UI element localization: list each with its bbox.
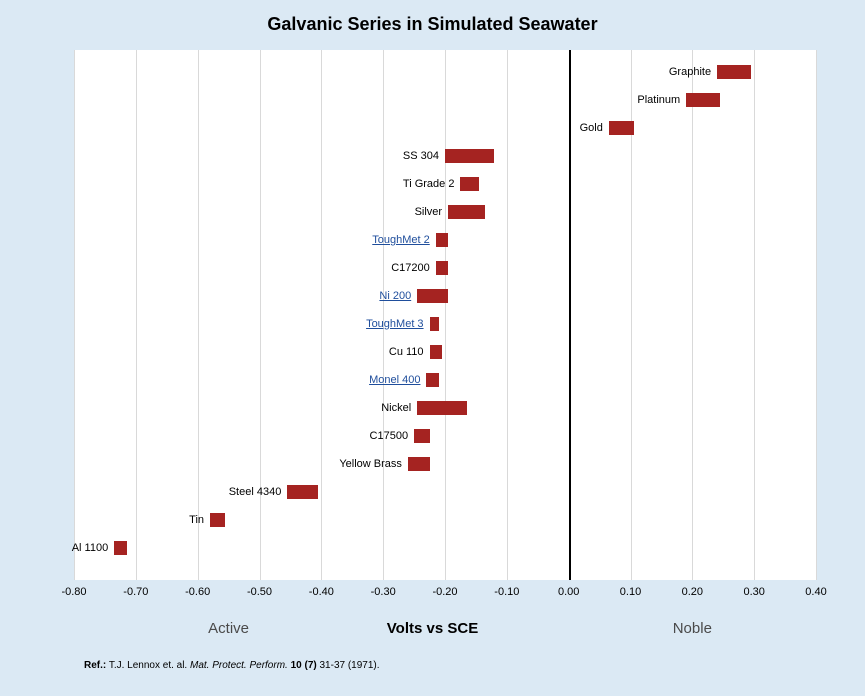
region-label-active: Active bbox=[208, 620, 249, 637]
data-bar bbox=[114, 541, 126, 555]
data-bar bbox=[609, 121, 634, 135]
data-bar bbox=[408, 457, 430, 471]
data-bar bbox=[414, 429, 429, 443]
x-tick-label: -0.40 bbox=[309, 586, 334, 598]
reference-volume: 10 (7) bbox=[291, 660, 317, 671]
gridline bbox=[692, 50, 693, 580]
data-bar-label: Yellow Brass bbox=[339, 458, 402, 470]
data-bar-label: Silver bbox=[415, 206, 443, 218]
x-tick-label: -0.10 bbox=[494, 586, 519, 598]
x-tick-label: -0.50 bbox=[247, 586, 272, 598]
gridline bbox=[136, 50, 137, 580]
reference-prefix: Ref.: bbox=[84, 660, 106, 671]
data-bar bbox=[460, 177, 479, 191]
x-axis-title: Volts vs SCE bbox=[0, 620, 865, 637]
x-tick-label: 0.10 bbox=[620, 586, 641, 598]
data-bar bbox=[430, 317, 439, 331]
data-bar bbox=[287, 485, 318, 499]
data-bar bbox=[430, 345, 442, 359]
data-bar bbox=[436, 261, 448, 275]
x-tick-label: -0.20 bbox=[432, 586, 457, 598]
gridline bbox=[74, 50, 75, 580]
data-bar bbox=[445, 149, 494, 163]
gridline bbox=[445, 50, 446, 580]
gridline bbox=[816, 50, 817, 580]
zero-axis-line bbox=[569, 50, 571, 580]
data-bar-label: Gold bbox=[580, 122, 603, 134]
x-tick-label: 0.30 bbox=[743, 586, 764, 598]
data-bar-label: C17200 bbox=[391, 262, 430, 274]
data-bar-label: ToughMet 3 bbox=[366, 318, 423, 330]
data-bar-label: Nickel bbox=[381, 402, 411, 414]
reference-body: T.J. Lennox et. al. bbox=[106, 660, 190, 671]
chart-title: Galvanic Series in Simulated Seawater bbox=[0, 14, 865, 35]
reference-citation: Ref.: T.J. Lennox et. al. Mat. Protect. … bbox=[84, 660, 380, 671]
data-bar bbox=[210, 513, 225, 527]
gridline bbox=[260, 50, 261, 580]
gridline bbox=[383, 50, 384, 580]
gridline bbox=[507, 50, 508, 580]
data-bar-label: ToughMet 2 bbox=[372, 234, 429, 246]
gridline bbox=[754, 50, 755, 580]
x-tick-label: -0.30 bbox=[371, 586, 396, 598]
data-bar bbox=[717, 65, 751, 79]
reference-tail: 31-37 (1971). bbox=[317, 660, 380, 671]
data-bar-label: Al 1100 bbox=[72, 542, 109, 554]
x-tick-label: -0.60 bbox=[185, 586, 210, 598]
data-bar bbox=[686, 93, 720, 107]
data-bar bbox=[417, 289, 448, 303]
data-bar-label: Cu 110 bbox=[389, 346, 424, 358]
x-tick-label: 0.40 bbox=[805, 586, 826, 598]
data-bar-label: Monel 400 bbox=[369, 374, 420, 386]
gridline bbox=[321, 50, 322, 580]
gridline bbox=[198, 50, 199, 580]
x-tick-label: -0.70 bbox=[123, 586, 148, 598]
data-bar bbox=[436, 233, 448, 247]
data-bar-label: Ni 200 bbox=[379, 290, 411, 302]
data-bar bbox=[417, 401, 466, 415]
region-label-noble: Noble bbox=[673, 620, 712, 637]
data-bar-label: Steel 4340 bbox=[229, 486, 282, 498]
x-tick-label: 0.00 bbox=[558, 586, 579, 598]
data-bar-label: Tin bbox=[189, 514, 204, 526]
data-bar bbox=[448, 205, 485, 219]
x-tick-label: 0.20 bbox=[682, 586, 703, 598]
reference-journal: Mat. Protect. Perform. bbox=[190, 660, 288, 671]
data-bar bbox=[426, 373, 438, 387]
x-tick-label: -0.80 bbox=[61, 586, 86, 598]
plot-area: Graphite Platinum Gold SS 304 Ti Grade 2 Silv… bbox=[74, 50, 816, 580]
data-bar-label: SS 304 bbox=[403, 150, 439, 162]
data-bar-label: C17500 bbox=[370, 430, 409, 442]
data-bar-label: Ti Grade 2 bbox=[403, 178, 455, 190]
data-bar-label: Platinum bbox=[637, 94, 680, 106]
data-bar-label: Graphite bbox=[669, 66, 711, 78]
